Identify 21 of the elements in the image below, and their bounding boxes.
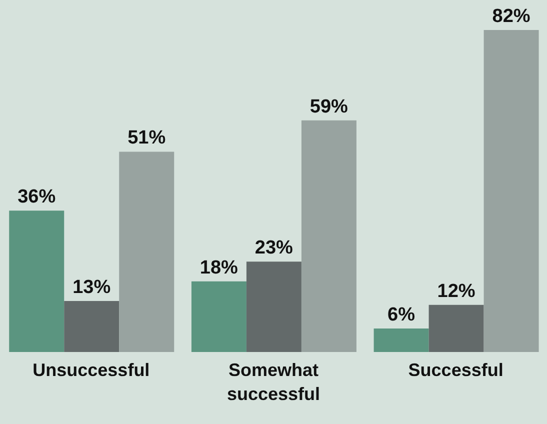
bar [301,120,356,352]
bar [246,262,302,352]
bar [9,210,64,352]
bar [191,281,246,352]
data-label: 59% [310,96,348,118]
x-tick-label: Successful [408,360,504,380]
bar [374,328,429,352]
data-label: 12% [437,280,476,302]
data-label: 36% [18,186,56,208]
data-label: 82% [492,6,530,27]
bar [428,304,484,352]
data-label: 13% [72,276,111,298]
data-label: 6% [388,304,416,326]
data-label: 23% [254,238,294,259]
bar [484,30,539,352]
bar [119,152,174,352]
bar [64,300,120,352]
data-label: 18% [200,257,238,278]
x-tick-label: Somewhat successful [226,360,320,404]
x-tick-label: Unsuccessful [32,360,150,380]
data-label: 51% [128,128,166,149]
